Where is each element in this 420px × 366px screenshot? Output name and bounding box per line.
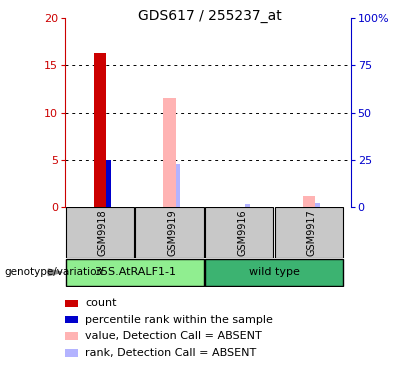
Text: wild type: wild type: [249, 267, 299, 277]
Text: GSM9919: GSM9919: [168, 209, 177, 256]
Text: GSM9916: GSM9916: [237, 209, 247, 256]
Text: GSM9918: GSM9918: [98, 209, 108, 256]
Bar: [315, 203, 320, 207]
Bar: [303, 197, 315, 207]
Bar: [65, 332, 78, 340]
Bar: [66, 207, 134, 258]
Bar: [136, 207, 204, 258]
Bar: [245, 204, 250, 207]
Bar: [94, 53, 106, 207]
Polygon shape: [48, 269, 62, 276]
Bar: [163, 98, 176, 207]
Text: GSM9917: GSM9917: [307, 209, 317, 256]
Bar: [66, 259, 204, 286]
Bar: [205, 259, 343, 286]
Text: rank, Detection Call = ABSENT: rank, Detection Call = ABSENT: [85, 348, 256, 358]
Bar: [205, 207, 273, 258]
Text: genotype/variation: genotype/variation: [4, 267, 103, 277]
Bar: [176, 164, 180, 207]
Bar: [275, 207, 343, 258]
Text: 35S.AtRALF1-1: 35S.AtRALF1-1: [94, 267, 176, 277]
Text: count: count: [85, 298, 117, 308]
Bar: [65, 350, 78, 356]
Bar: [106, 160, 111, 207]
Bar: [65, 299, 78, 307]
Text: value, Detection Call = ABSENT: value, Detection Call = ABSENT: [85, 331, 262, 341]
Text: percentile rank within the sample: percentile rank within the sample: [85, 314, 273, 325]
Bar: [65, 316, 78, 323]
Text: GDS617 / 255237_at: GDS617 / 255237_at: [138, 9, 282, 23]
